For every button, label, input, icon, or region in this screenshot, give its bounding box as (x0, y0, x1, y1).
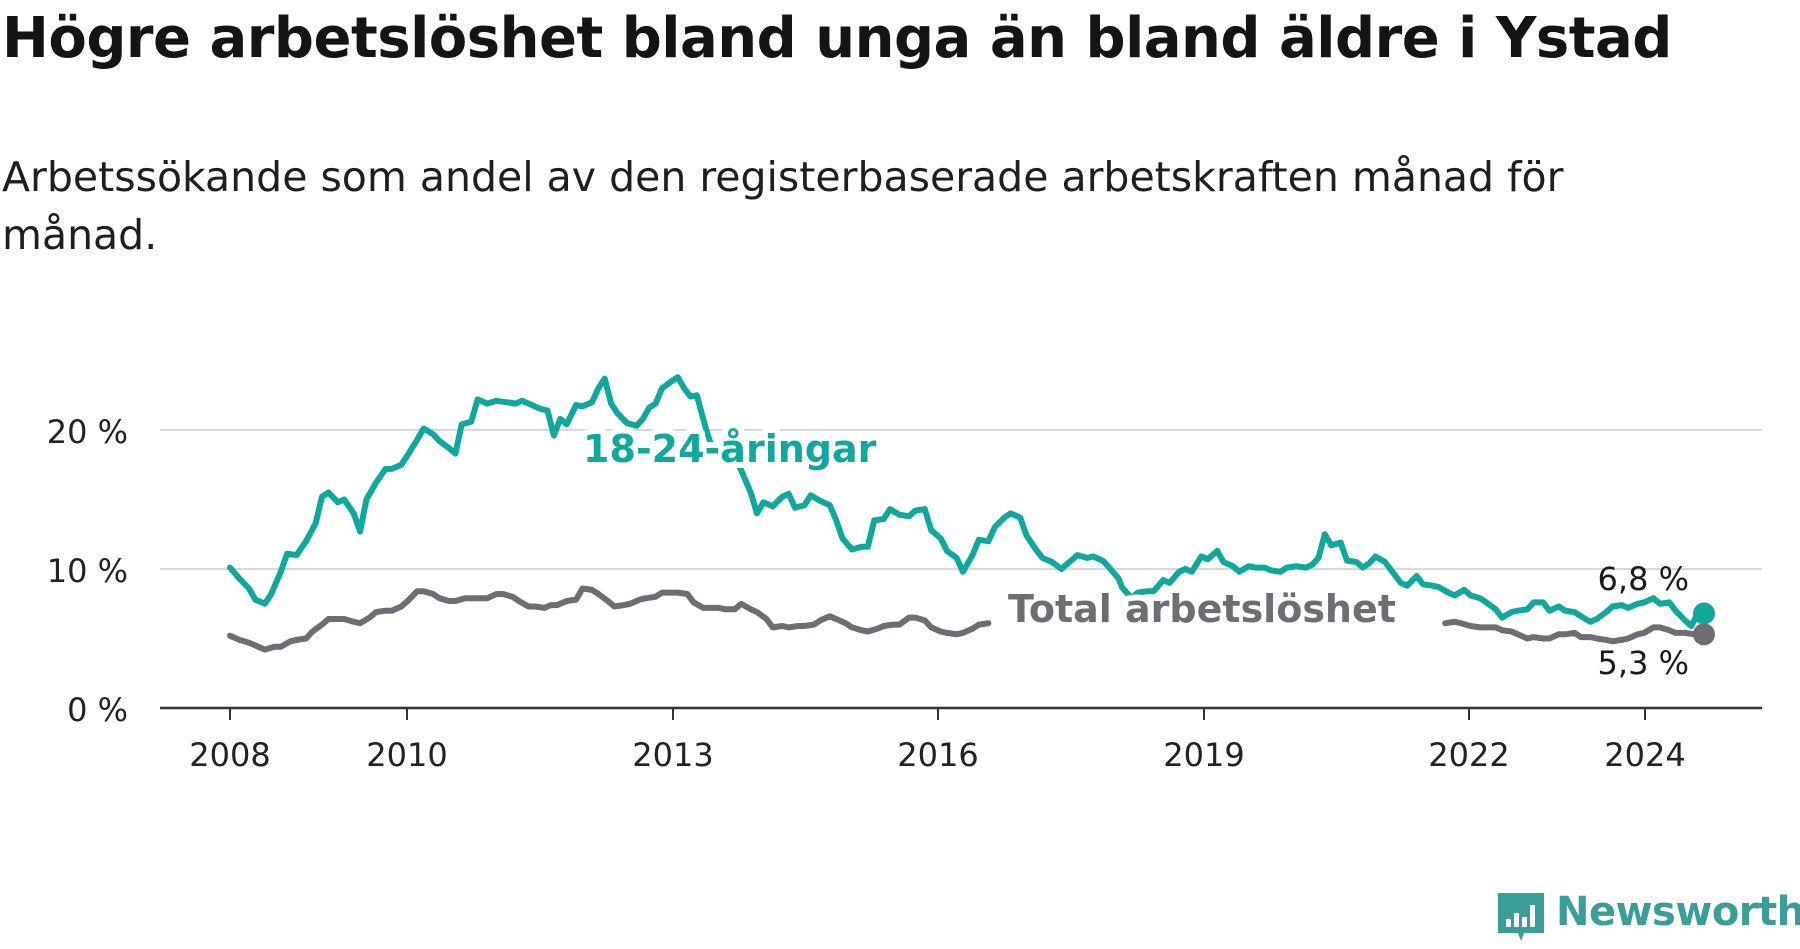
newsworthy-logo: Newsworthy (1494, 889, 1800, 949)
axes: 0 % 10 % 20 % 2008 2010 2013 2016 2019 2022 2024 (47, 413, 1762, 774)
series-line-youth (227, 374, 1707, 629)
line-chart: 0 %10 %20 %2008 2010 2013 2016 2019 2022 2024 … (47, 374, 1762, 774)
gridlines (160, 429, 1762, 570)
series-label-total-halo: Total arbetslöshet (1008, 587, 1396, 631)
chart-subtitle: Arbetssökande som andel av den registerb… (2, 153, 1564, 259)
series-line-total-cont (1442, 618, 1707, 645)
end-marker-total (1692, 623, 1715, 646)
series-label-youth-halo: 18-24-åringar (583, 427, 877, 471)
chart-title: Högre arbetslöshet bland unga än bland ä… (2, 6, 1672, 71)
series-line-total (227, 585, 992, 653)
series-lines (227, 374, 1707, 653)
x-tick-label: 2013 (632, 736, 713, 774)
x-tick-label: 2024 (1604, 736, 1685, 774)
y-tick-label: 0 % (67, 691, 128, 729)
x-tick-label: 2016 (897, 736, 978, 774)
series-label-total: Total arbetslöshet (1008, 587, 1396, 631)
end-label-total: 5,3 % (1598, 644, 1689, 682)
newsworthy-logo-icon (1498, 893, 1544, 941)
y-tick-label: 20 % (47, 413, 128, 451)
x-tick-label: 2019 (1163, 736, 1244, 774)
series-label-youth: 18-24-åringar (583, 427, 877, 471)
newsworthy-wordmark: Newsworthy (1556, 889, 1800, 935)
x-tick-label: 2008 (189, 736, 270, 774)
x-tick-label: 2022 (1428, 736, 1509, 774)
y-tick-label: 10 % (47, 552, 128, 590)
end-label-youth: 6,8 % (1598, 560, 1689, 598)
x-tick-label: 2010 (366, 736, 447, 774)
end-marker-youth (1692, 602, 1715, 625)
